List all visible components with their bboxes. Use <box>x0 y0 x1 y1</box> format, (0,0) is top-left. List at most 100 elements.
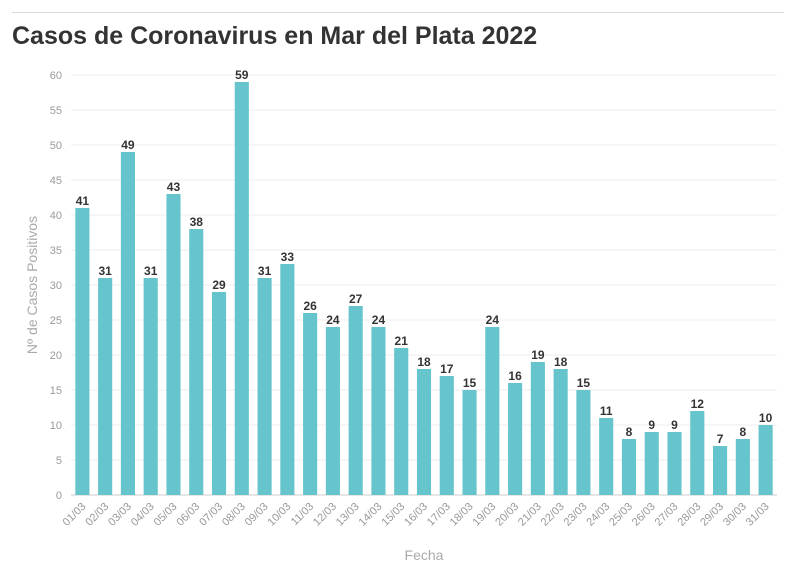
data-label: 24 <box>372 313 386 327</box>
y-tick-label: 50 <box>50 140 62 152</box>
y-tick-label: 10 <box>50 420 62 432</box>
data-label: 31 <box>258 264 272 278</box>
bar <box>621 439 637 495</box>
y-tick-label: 45 <box>50 175 62 187</box>
data-label: 9 <box>671 418 678 432</box>
data-label: 15 <box>577 376 591 390</box>
data-label: 33 <box>281 250 295 264</box>
x-tick-label: 19/03 <box>470 501 498 529</box>
bar <box>325 327 340 495</box>
x-tick-label: 28/03 <box>675 501 703 529</box>
x-tick-label: 03/03 <box>106 501 134 529</box>
data-label: 43 <box>167 180 181 194</box>
bar <box>257 278 272 495</box>
x-axis-title: Fecha <box>405 547 444 563</box>
gridlines <box>71 74 777 461</box>
data-label: 16 <box>508 369 522 383</box>
x-tick-label: 10/03 <box>266 501 294 529</box>
x-tick-label: 04/03 <box>129 501 157 529</box>
x-tick-label: 01/03 <box>61 501 89 529</box>
y-tick-label: 5 <box>56 455 62 467</box>
bar <box>416 369 432 495</box>
y-tick-label: 15 <box>50 385 62 397</box>
data-label: 10 <box>759 411 773 425</box>
x-tick-label: 05/03 <box>152 501 180 529</box>
bar <box>599 418 614 495</box>
x-tick-label: 17/03 <box>425 501 453 529</box>
y-tick-label: 0 <box>56 490 62 502</box>
y-axis-title: Nº de Casos Positivos <box>24 216 40 354</box>
y-tick-label: 60 <box>50 70 62 82</box>
x-tick-label: 15/03 <box>379 501 407 529</box>
y-axis-ticks: 0 5 10 15 20 25 30 35 40 45 50 55 60 <box>50 70 62 502</box>
x-tick-label: 20/03 <box>493 501 521 529</box>
x-tick-label: 06/03 <box>174 501 202 529</box>
data-label: 29 <box>212 278 226 292</box>
data-label: 8 <box>739 425 746 439</box>
data-label: 24 <box>486 313 500 327</box>
top-divider <box>12 12 784 13</box>
bar <box>280 264 295 495</box>
data-label: 18 <box>554 355 568 369</box>
bar <box>462 390 477 495</box>
y-tick-label: 30 <box>50 280 62 292</box>
x-tick-label: 09/03 <box>243 501 271 529</box>
y-tick-label: 55 <box>50 105 62 117</box>
x-tick-label: 25/03 <box>607 501 635 529</box>
x-tick-label: 14/03 <box>357 501 385 529</box>
bar <box>394 348 409 495</box>
data-label: 8 <box>626 425 633 439</box>
y-tick-label: 20 <box>50 350 62 362</box>
data-label: 27 <box>349 292 363 306</box>
data-label: 49 <box>121 138 135 152</box>
x-tick-label: 12/03 <box>311 501 339 529</box>
data-label: 18 <box>417 355 431 369</box>
data-label: 21 <box>395 334 409 348</box>
bar <box>690 411 705 495</box>
data-label: 17 <box>440 362 454 376</box>
x-tick-label: 08/03 <box>220 501 248 529</box>
bar <box>75 208 90 495</box>
bar <box>98 278 113 495</box>
x-tick-label: 13/03 <box>334 501 362 529</box>
data-label: 41 <box>76 194 90 208</box>
bar <box>439 376 454 495</box>
data-label: 19 <box>531 348 545 362</box>
chart-title: Casos de Coronavirus en Mar del Plata 20… <box>12 22 538 50</box>
bar <box>644 432 659 495</box>
bar <box>211 292 227 495</box>
data-label: 31 <box>98 264 112 278</box>
x-tick-label: 30/03 <box>721 501 749 529</box>
bar <box>143 278 158 495</box>
y-tick-label: 40 <box>50 210 62 222</box>
bars <box>75 82 773 495</box>
x-tick-label: 23/03 <box>562 501 590 529</box>
data-label: 9 <box>648 418 655 432</box>
bar <box>530 362 545 495</box>
y-tick-label: 25 <box>50 315 62 327</box>
x-tick-label: 11/03 <box>289 501 316 528</box>
bar <box>303 313 318 495</box>
bar <box>508 383 523 495</box>
x-tick-label: 24/03 <box>584 501 612 529</box>
x-tick-label: 07/03 <box>197 501 225 529</box>
data-label: 31 <box>144 264 158 278</box>
bar <box>576 390 591 495</box>
data-label: 15 <box>463 376 477 390</box>
x-tick-label: 27/03 <box>653 501 681 529</box>
x-tick-label: 29/03 <box>698 501 726 529</box>
data-label: 12 <box>691 397 705 411</box>
data-label: 24 <box>326 313 340 327</box>
x-tick-label: 26/03 <box>630 501 658 529</box>
x-tick-label: 31/03 <box>744 501 772 529</box>
bar <box>553 369 568 495</box>
x-tick-label: 22/03 <box>539 501 567 529</box>
data-label: 38 <box>190 215 204 229</box>
data-label: 59 <box>235 68 249 82</box>
x-axis-ticks: 01/0302/0303/0304/0305/0306/0307/0308/03… <box>61 501 772 529</box>
bar <box>189 229 204 495</box>
x-tick-label: 21/03 <box>516 501 544 529</box>
x-tick-label: 02/03 <box>83 501 111 529</box>
data-label: 26 <box>303 299 317 313</box>
